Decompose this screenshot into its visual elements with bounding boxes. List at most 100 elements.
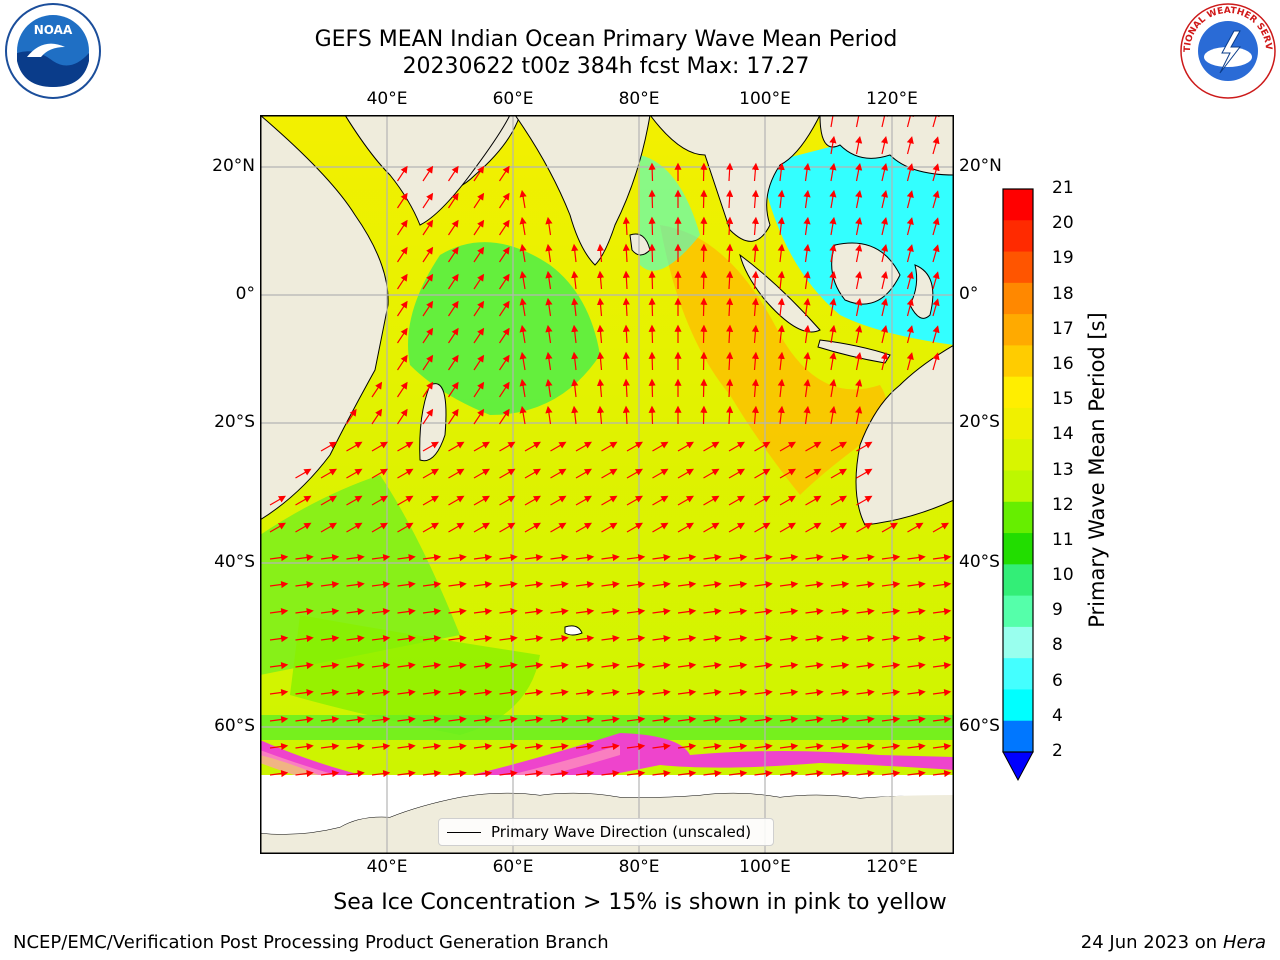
colorbar-extend-arrow [1002,751,1034,782]
wave-arrow [652,468,669,479]
wave-arrow [932,136,940,155]
wave-arrow [396,273,408,290]
wave-arrow [728,580,748,589]
wave-arrow [571,378,579,398]
wave-arrow [803,405,811,425]
wave-arrow [856,769,875,778]
wave-arrow [320,580,340,589]
wave-arrow [677,715,697,724]
wave-arrow [519,216,527,236]
wave-arrow [473,165,485,182]
wave-arrow [932,688,952,697]
lat-tick-right: 60°S [959,716,1000,736]
wave-arrow [346,715,365,724]
wave-arrow [881,661,901,670]
wave-arrow [473,354,485,371]
wave-arrow [371,661,391,670]
wave-arrow [550,553,569,562]
wave-arrow [498,192,510,209]
wave-arrow [779,769,799,778]
wave-arrow [422,715,442,724]
lat-tick-left: 40°S [214,552,255,572]
wave-arrow [575,634,595,643]
wave-arrow [777,405,785,425]
wave-arrow [754,769,773,778]
wave-arrow [803,351,811,371]
wave-arrow [932,553,952,562]
wave-arrow [596,243,605,263]
wave-arrow [545,378,553,398]
wave-arrow [601,553,620,562]
colorbar-tick: 13 [1052,459,1074,480]
wave-arrow [855,297,863,317]
wave-arrow [881,298,889,317]
wave-arrow [855,351,863,371]
wave-arrow [751,216,759,236]
wave-arrow [779,553,799,562]
wave-arrow [396,354,408,371]
wave-arrow [371,769,391,778]
wave-arrow [728,634,748,643]
wave-arrow [703,441,720,452]
wave-arrow [346,468,363,479]
wave-arrow [932,769,952,778]
wave-arrow [473,769,493,778]
wave-arrow [626,522,643,533]
wave-arrow [575,553,595,562]
wave-arrow [652,580,671,589]
colorbar-tick: 20 [1052,213,1074,234]
wave-arrow [397,495,414,506]
wave-arrow [447,273,459,290]
wave-arrow [320,634,340,643]
wave-arrow [422,381,434,398]
wave-arrow [473,688,493,697]
wave-arrow [754,553,773,562]
wave-arrow [422,219,434,236]
wave-arrow [473,408,485,425]
wave-arrow [754,580,773,589]
wave-arrow [320,742,340,751]
wave-arrow [703,553,722,562]
lon-tick-bottom: 100°E [739,857,791,877]
wave-arrow [648,297,656,317]
wave-arrow [805,769,824,778]
wave-arrow [499,468,516,479]
wave-arrow [677,468,694,479]
wave-arrow [703,607,722,616]
wave-arrow [881,742,901,751]
wave-arrow [907,661,926,670]
wave-arrow [571,270,579,290]
wave-arrow [779,634,799,643]
wave-arrow [397,522,414,533]
wave-arrow [545,297,553,317]
wave-arrow [677,495,694,506]
wave-arrow [703,468,720,479]
wave-arrow [829,115,837,128]
colorbar-segment [1003,282,1033,315]
wave-arrow [473,553,493,562]
wave-arrow [371,522,388,533]
wave-arrow [703,769,722,778]
colorbar [1002,188,1034,782]
wave-arrow [856,742,875,751]
lat-tick-right: 20°N [959,156,1002,176]
wave-arrow [473,607,493,616]
wave-arrow [906,244,914,263]
wave-arrow [856,715,875,724]
legend-label: Primary Wave Direction (unscaled) [491,823,752,841]
wave-arrow [269,580,289,589]
colorbar-tick: 6 [1052,670,1063,691]
wave-arrow [596,270,605,290]
wave-arrow [596,324,605,344]
wave-arrow [396,192,408,209]
wave-arrow [320,688,340,697]
wave-arrow [829,270,837,290]
lon-tick-top: 40°E [366,89,408,109]
wave-arrow [805,661,824,670]
wave-arrow [447,246,459,263]
wave-direction-arrows [269,115,952,778]
wave-arrow [524,688,544,697]
wave-arrow [397,661,416,670]
wave-arrow [346,522,363,533]
madagascar [419,383,447,462]
